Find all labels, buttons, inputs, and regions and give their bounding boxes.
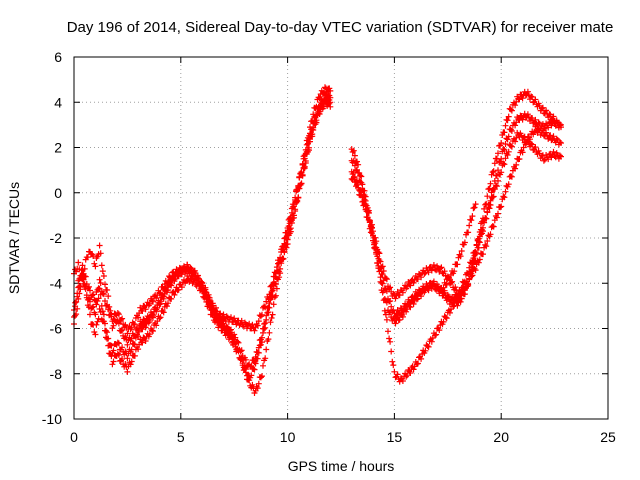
y-tick-label: -10 xyxy=(42,411,62,427)
data-point-markers xyxy=(438,201,479,294)
y-axis-label: SDTVAR / TECUs xyxy=(6,182,22,294)
y-tick-label: 0 xyxy=(54,185,62,201)
y-tick-label: -6 xyxy=(50,321,63,337)
series-A xyxy=(71,84,334,370)
data-point-markers xyxy=(71,84,334,370)
y-tick-label: 2 xyxy=(54,140,62,156)
y-tick-label: -8 xyxy=(50,366,63,382)
data-point-markers xyxy=(348,129,564,327)
x-tick-label: 15 xyxy=(387,429,403,445)
data-points xyxy=(71,84,564,396)
x-tick-label: 10 xyxy=(280,429,296,445)
y-tick-label: -2 xyxy=(50,230,63,246)
series-E xyxy=(348,123,564,385)
x-tick-label: 25 xyxy=(600,429,616,445)
y-tick-labels: -10 -8 -6 -4 -2 0 2 4 6 xyxy=(42,49,62,427)
x-tick-label: 0 xyxy=(70,429,78,445)
x-axis-label: GPS time / hours xyxy=(288,458,395,474)
y-tick-label: 6 xyxy=(54,49,62,65)
y-tick-label: 4 xyxy=(54,94,62,110)
series-H xyxy=(348,129,564,327)
plot-frame xyxy=(73,56,609,420)
x-tick-label: 20 xyxy=(493,429,509,445)
x-tick-label: 5 xyxy=(177,429,185,445)
data-point-markers xyxy=(348,123,564,385)
x-tick-labels: 0 5 10 15 20 25 xyxy=(70,429,616,445)
chart-title: Day 196 of 2014, Sidereal Day-to-day VTE… xyxy=(67,19,614,36)
y-tick-label: -4 xyxy=(50,275,63,291)
series-I xyxy=(438,201,479,294)
